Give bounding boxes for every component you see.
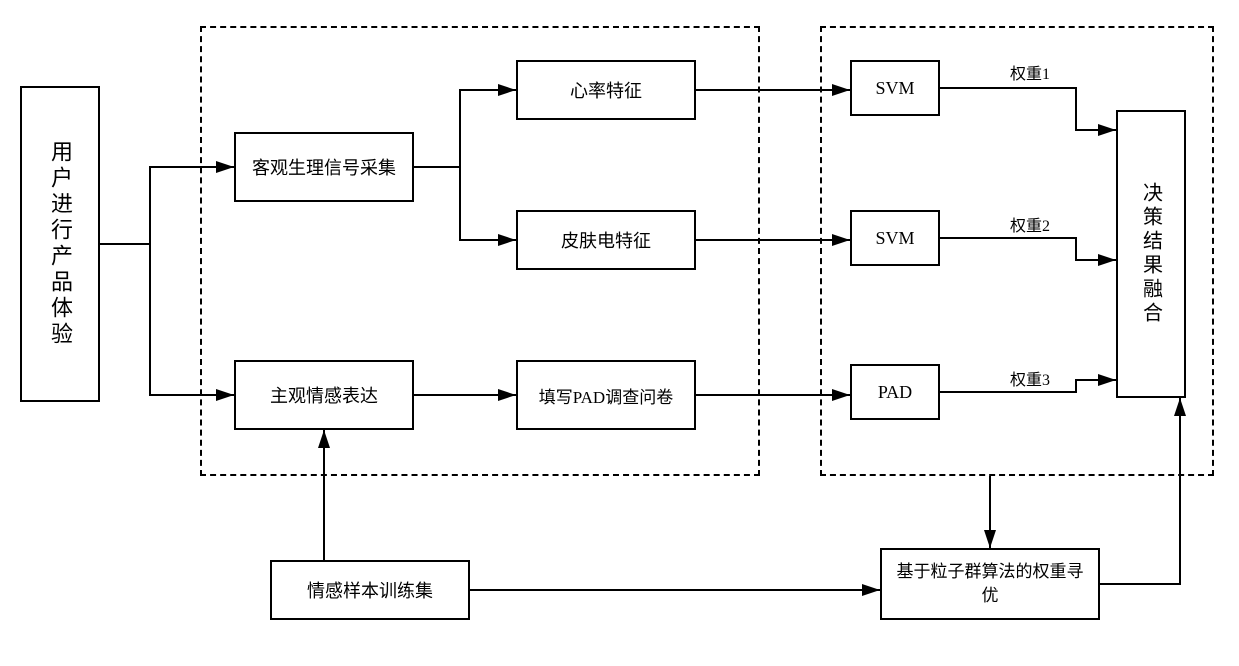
node-training-set: 情感样本训练集	[270, 560, 470, 620]
node-heart-rate-feature: 心率特征	[516, 60, 696, 120]
node-objective-signal: 客观生理信号采集	[234, 132, 414, 202]
node-hr-label: 心率特征	[570, 77, 642, 103]
node-svm-1: SVM	[850, 60, 940, 116]
edge-label-weight-2: 权重2	[1010, 212, 1050, 236]
node-fusion: 决策结果融合	[1116, 110, 1186, 398]
node-pad: PAD	[850, 364, 940, 420]
node-svm1-label: SVM	[875, 78, 914, 99]
node-subjective-expression: 主观情感表达	[234, 360, 414, 430]
node-pso-label: 基于粒子群算法的权重寻优	[892, 560, 1088, 608]
node-trainset-label: 情感样本训练集	[307, 577, 433, 603]
node-pad-questionnaire: 填写PAD调查问卷	[516, 360, 696, 430]
edge-label-weight-1: 权重1	[1010, 60, 1050, 84]
node-svm2-label: SVM	[875, 228, 914, 249]
node-pad-label: PAD	[878, 382, 912, 403]
node-user: 用户进行产品体验	[20, 86, 100, 402]
node-subjective-label: 主观情感表达	[270, 382, 378, 408]
node-skin-conductance-feature: 皮肤电特征	[516, 210, 696, 270]
node-objective-label: 客观生理信号采集	[252, 154, 396, 180]
node-gsr-label: 皮肤电特征	[561, 227, 651, 253]
node-padform-label: 填写PAD调查问卷	[539, 383, 673, 408]
node-svm-2: SVM	[850, 210, 940, 266]
node-fusion-label: 决策结果融合	[1137, 182, 1166, 326]
node-user-label: 用户进行产品体验	[44, 140, 76, 348]
node-pso-weight-opt: 基于粒子群算法的权重寻优	[880, 548, 1100, 620]
edge-label-weight-3: 权重3	[1010, 366, 1050, 390]
